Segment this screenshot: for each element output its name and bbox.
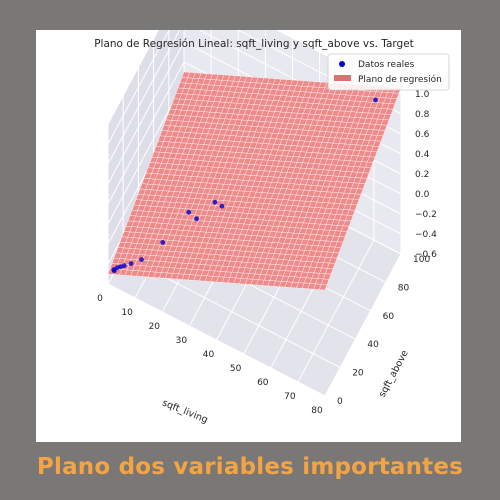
caption-heading: Plano dos variables importantes	[36, 454, 464, 480]
z-tick-label: 0.8	[415, 110, 430, 120]
chart-title: Plano de Regresión Lineal: sqft_living y…	[94, 38, 414, 50]
y-tick-label: 80	[398, 283, 410, 293]
data-point	[121, 263, 127, 269]
data-point	[194, 216, 200, 222]
x-tick-label: 0	[97, 294, 103, 304]
x-tick-label: 60	[257, 378, 269, 388]
y-axis-label: sqft_above	[377, 348, 411, 399]
legend-label-points: Datos reales	[358, 60, 415, 70]
x-tick-label: 70	[284, 392, 296, 402]
data-point	[212, 199, 218, 205]
data-point	[219, 203, 225, 209]
legend-marker-plane	[334, 75, 351, 81]
x-tick-label: 80	[311, 406, 323, 416]
data-point	[111, 268, 117, 274]
data-points	[111, 97, 378, 274]
tick-labels: 0 10 20 30 40 50 60 70 80 0 20 40 60 80 100−0.6 −0.4 −0.…	[97, 90, 437, 416]
z-tick-label: −0.4	[415, 230, 437, 240]
legend: Datos reales Plano de regresión	[327, 53, 450, 91]
z-tick-label: −0.2	[415, 210, 437, 220]
x-tick-label: 20	[149, 322, 161, 332]
y-tick-label: 20	[352, 369, 364, 379]
y-tick-label: 100	[413, 255, 430, 265]
z-tick-label: −0.6	[415, 250, 437, 260]
z-tick-label: 1.0	[415, 90, 430, 100]
data-point	[128, 261, 134, 266]
figure-card: 0 10 20 30 40 50 60 70 80 0 20 40 60 80 100 −0.6 −0.4 −0.…	[36, 30, 461, 442]
x-tick-label: 30	[176, 336, 188, 346]
x-axis-label: sqft_living	[161, 398, 210, 426]
y-tick-label: 60	[383, 312, 395, 322]
legend-marker-points	[339, 61, 345, 67]
z-tick-label: 0.6	[415, 130, 430, 140]
regression-plane	[107, 71, 402, 291]
z-tick-label: 0.4	[415, 150, 430, 160]
x-tick-label: 10	[121, 308, 133, 318]
data-point	[139, 257, 144, 262]
side-pane	[108, 30, 184, 284]
data-point	[373, 97, 378, 103]
y-tick-label: 0	[337, 397, 343, 407]
z-tick-label: 0.0	[415, 190, 430, 200]
x-tick-label: 50	[230, 364, 242, 374]
data-point	[186, 209, 192, 215]
legend-box	[327, 53, 450, 91]
y-tick-label: 40	[367, 340, 379, 350]
x-tick-label: 40	[203, 350, 215, 360]
data-point	[160, 240, 166, 245]
legend-label-plane: Plano de regresión	[358, 74, 442, 85]
z-tick-label: 0.2	[415, 170, 429, 180]
regression-3d-plot: 0 10 20 30 40 50 60 70 80 0 20 40 60 80 100−0.6 −0.4 −0.…	[94, 30, 450, 426]
